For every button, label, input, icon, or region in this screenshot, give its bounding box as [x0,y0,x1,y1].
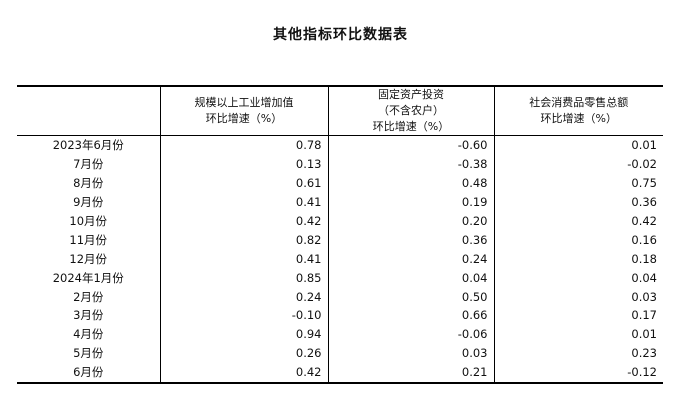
header-line: 环比增速（%） [540,112,617,125]
industrial-value-cell: -0.10 [159,306,328,325]
investment-cell: 0.36 [327,230,494,250]
table-row: 9月份 0.41 0.19 0.36 [17,192,663,212]
industrial-value-cell: 0.13 [159,154,328,174]
table-row: 2月份 0.24 0.50 0.03 [17,287,663,307]
industrial-value-cell: 0.41 [159,192,328,212]
retail-sales-cell: 0.04 [493,268,663,288]
header-line: （不含农户） [378,104,444,117]
investment-cell: 0.20 [327,211,494,231]
table-row: 2023年6月份 0.78 -0.60 0.01 [17,135,663,155]
header-line: 规模以上工业增加值 [194,96,294,109]
month-cell: 10月份 [69,214,108,228]
industrial-value-cell: 0.42 [159,362,328,383]
investment-cell: 0.24 [327,249,494,269]
retail-sales-cell: 0.01 [493,324,663,344]
investment-cell: 0.48 [327,173,494,193]
month-cell: 5月份 [73,346,104,361]
investment-cell: 0.21 [327,362,494,383]
month-cell: 8月份 [73,176,104,191]
table-row: 10月份 0.42 0.20 0.42 [17,211,663,231]
header-line: 社会消费品零售总额 [529,96,629,109]
industrial-value-cell: 0.78 [159,135,328,155]
industrial-value-cell: 0.42 [159,211,328,231]
industrial-value-cell: 0.82 [159,230,328,250]
table-row: 6月份 0.42 0.21 -0.12 [17,362,663,383]
retail-sales-cell: -0.02 [493,154,663,174]
investment-cell: 0.03 [327,343,494,363]
month-cell: 2023年6月份 [52,138,124,153]
industrial-value-cell: 0.94 [159,324,328,344]
month-cell: 11月份 [69,232,108,247]
month-cell: 3月份 [73,308,104,323]
table-row: 3月份 -0.10 0.66 0.17 [17,306,663,325]
retail-sales-cell: 0.42 [493,211,663,231]
industrial-value-cell: 0.41 [159,249,328,269]
month-cell: 9月份 [73,195,104,210]
investment-cell: 0.04 [327,268,494,288]
table-row: 2024年1月份 0.85 0.04 0.04 [17,268,663,288]
retail-sales-cell: 0.36 [493,192,663,212]
investment-cell: -0.06 [327,324,494,344]
retail-sales-cell: 0.17 [493,306,663,325]
month-cell: 7月份 [73,157,104,172]
table-row: 5月份 0.26 0.03 0.23 [17,343,663,363]
industrial-value-cell: 0.24 [159,287,328,307]
industrial-value-cell: 0.61 [159,173,328,193]
header-line: 环比增速（%） [205,112,283,125]
retail-sales-cell: 0.18 [493,249,663,269]
retail-sales-cell: 0.01 [493,135,663,155]
industrial-value-cell: 0.26 [159,343,328,363]
data-table: 规模以上工业增加值 环比增速（%） 固定资产投资 （不含农户） 环比增速（%） 社会消费品… [17,85,663,384]
page-title: 其他指标环比数据表 [273,27,408,43]
month-cell: 4月份 [73,327,104,342]
investment-cell: 0.66 [327,306,494,325]
header-retail-sales: 社会消费品零售总额 环比增速（%） [493,86,663,136]
retail-sales-cell: -0.12 [493,362,663,383]
industrial-value-cell: 0.85 [159,268,328,288]
retail-sales-cell: 0.23 [493,343,663,363]
header-line: 环比增速（%） [372,120,450,133]
header-fixed-asset-investment: 固定资产投资 （不含农户） 环比增速（%） [327,86,494,136]
retail-sales-cell: 0.03 [493,287,663,307]
header-industrial-value-added: 规模以上工业增加值 环比增速（%） [159,86,328,136]
table-row: 7月份 0.13 -0.38 -0.02 [17,154,663,174]
table-row: 11月份 0.82 0.36 0.16 [17,230,663,250]
header-line: 固定资产投资 [378,88,444,101]
month-cell: 12月份 [69,251,108,266]
table-row: 4月份 0.94 -0.06 0.01 [17,324,663,344]
table-row: 12月份 0.41 0.24 0.18 [17,249,663,269]
month-cell: 6月份 [73,365,104,380]
investment-cell: -0.38 [327,154,494,174]
retail-sales-cell: 0.75 [493,173,663,193]
retail-sales-cell: 0.16 [493,230,663,250]
investment-cell: -0.60 [327,135,494,155]
investment-cell: 0.19 [327,192,494,212]
month-cell: 2024年1月份 [52,270,124,285]
header-row: 规模以上工业增加值 环比增速（%） 固定资产投资 （不含农户） 环比增速（%） 社会消费品… [17,86,663,136]
table-row: 8月份 0.61 0.48 0.75 [17,173,663,193]
month-cell: 2月份 [73,289,104,304]
investment-cell: 0.50 [327,287,494,307]
header-month [17,86,160,136]
